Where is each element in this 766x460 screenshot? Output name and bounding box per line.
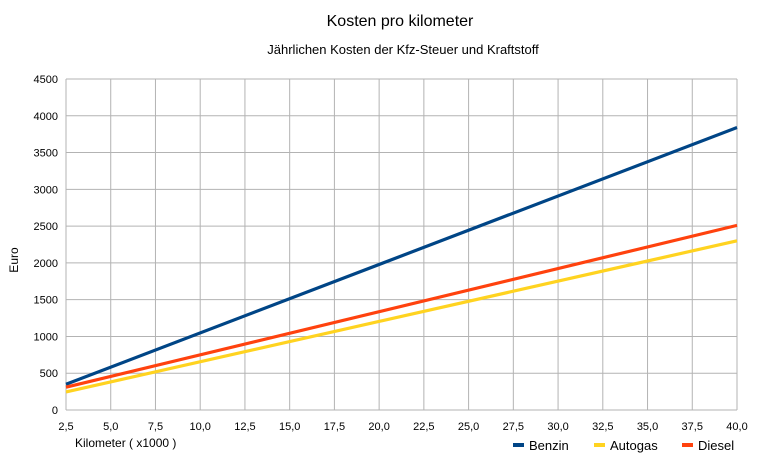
x-tick-label: 10,0 bbox=[189, 421, 210, 433]
x-tick-label: 32,5 bbox=[592, 421, 613, 433]
y-tick-label: 3000 bbox=[34, 184, 58, 196]
x-tick-label: 12,5 bbox=[234, 421, 255, 433]
x-tick-label: 35,0 bbox=[637, 421, 658, 433]
chart-subtitle: Jährlichen Kosten der Kfz-Steuer und Kra… bbox=[267, 42, 539, 57]
x-tick-label: 7,5 bbox=[148, 421, 163, 433]
legend-label: Autogas bbox=[610, 438, 658, 453]
x-tick-label: 40,0 bbox=[726, 421, 747, 433]
x-tick-label: 22,5 bbox=[413, 421, 434, 433]
x-tick-label: 5,0 bbox=[103, 421, 118, 433]
y-tick-label: 1000 bbox=[34, 331, 58, 343]
y-tick-label: 0 bbox=[52, 405, 58, 417]
x-tick-label: 17,5 bbox=[324, 421, 345, 433]
x-tick-label: 15,0 bbox=[279, 421, 300, 433]
y-tick-label: 3500 bbox=[34, 148, 58, 160]
chart-title: Kosten pro kilometer bbox=[327, 13, 474, 30]
series-lines bbox=[65, 126, 738, 394]
series-line-benzin bbox=[65, 126, 738, 386]
y-tick-label: 2000 bbox=[34, 258, 58, 270]
y-tick-label: 500 bbox=[40, 368, 58, 380]
y-tick-label: 4000 bbox=[34, 111, 58, 123]
y-tick-label: 2500 bbox=[34, 221, 58, 233]
grid-lines bbox=[65, 78, 738, 411]
x-tick-label: 30,0 bbox=[547, 421, 568, 433]
y-axis-label: Euro bbox=[7, 247, 21, 273]
x-tick-label: 27,5 bbox=[503, 421, 524, 433]
legend-label: Diesel bbox=[698, 438, 734, 453]
x-axis-ticks: 2,5 5,0 7,5 10,0 12,5 15,0 17,5 20,0 22,5 25,0 27,… bbox=[58, 421, 747, 433]
series-line-diesel bbox=[65, 223, 738, 389]
x-tick-label: 20,0 bbox=[368, 421, 389, 433]
x-tick-label: 25,0 bbox=[458, 421, 479, 433]
series-line-autogas bbox=[65, 239, 738, 394]
y-tick-label: 1500 bbox=[34, 295, 58, 307]
y-tick-label: 4500 bbox=[34, 74, 58, 86]
x-tick-label: 2,5 bbox=[58, 421, 73, 433]
y-axis-ticks: 0 500 1000 1500 2000 2500 3000 3500 4000 4500 bbox=[34, 74, 58, 417]
x-axis-label: Kilometer ( x1000 ) bbox=[75, 436, 176, 450]
legend: Benzin Autogas Diesel bbox=[513, 438, 734, 453]
legend-label: Benzin bbox=[529, 438, 569, 453]
x-tick-label: 37,5 bbox=[682, 421, 703, 433]
